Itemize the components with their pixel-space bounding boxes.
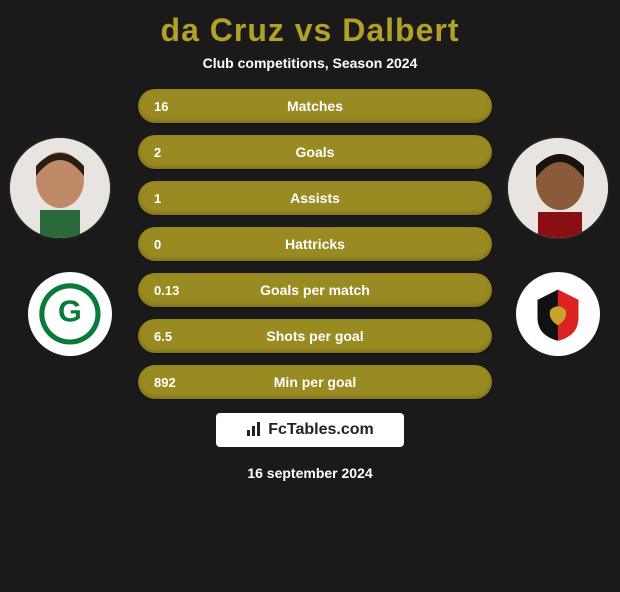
stat-label: Matches xyxy=(138,98,492,114)
svg-text:G: G xyxy=(58,295,82,329)
club2-logo xyxy=(516,272,600,356)
brand-badge[interactable]: FcTables.com xyxy=(216,413,404,447)
stat-bar-min-per-goal: 892 Min per goal xyxy=(138,365,492,399)
subtitle: Club competitions, Season 2024 xyxy=(0,55,620,71)
player2-photo xyxy=(506,136,610,240)
bar-chart-icon xyxy=(246,422,264,439)
brand-text: FcTables.com xyxy=(268,421,374,439)
page-title: da Cruz vs Dalbert xyxy=(0,12,620,49)
stat-label: Shots per goal xyxy=(138,328,492,344)
stat-bar-goals: 2 Goals xyxy=(138,135,492,169)
club-shield-icon xyxy=(526,282,590,346)
player2-name: Dalbert xyxy=(342,12,459,48)
stat-label: Min per goal xyxy=(138,374,492,390)
stat-label: Goals per match xyxy=(138,282,492,298)
club-emblem-icon: G xyxy=(38,282,102,346)
stat-label: Hattricks xyxy=(138,236,492,252)
stat-bar-matches: 16 Matches xyxy=(138,89,492,123)
date-text: 16 september 2024 xyxy=(0,465,620,481)
stat-bar-hattricks: 0 Hattricks xyxy=(138,227,492,261)
stat-label: Goals xyxy=(138,144,492,160)
face-silhouette-icon xyxy=(10,138,110,238)
player1-photo xyxy=(8,136,112,240)
stat-bar-shots-per-goal: 6.5 Shots per goal xyxy=(138,319,492,353)
stat-bar-goals-per-match: 0.13 Goals per match xyxy=(138,273,492,307)
stat-bars: 16 Matches 2 Goals 1 Assists 0 Hattricks… xyxy=(138,89,492,399)
stat-label: Assists xyxy=(138,190,492,206)
face-silhouette-icon xyxy=(508,138,608,238)
stat-bar-assists: 1 Assists xyxy=(138,181,492,215)
club1-logo: G xyxy=(28,272,112,356)
player1-name: da Cruz xyxy=(161,12,285,48)
vs-text: vs xyxy=(295,12,333,48)
